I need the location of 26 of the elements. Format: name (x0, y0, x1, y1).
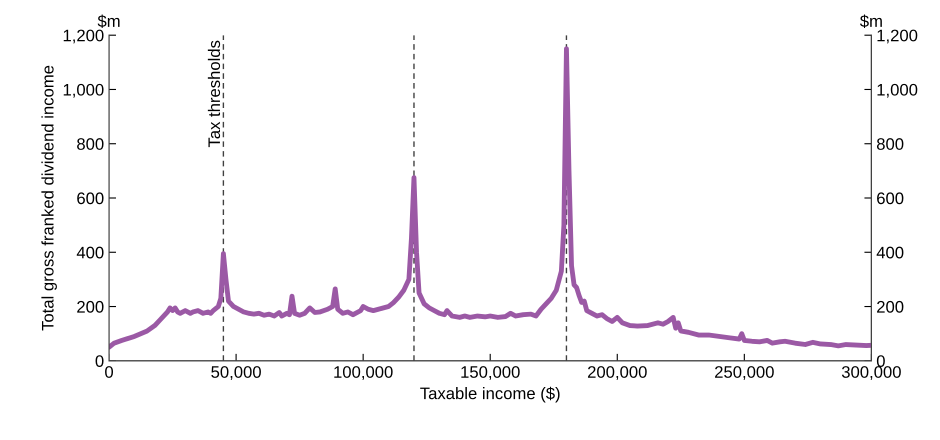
text: $m (98, 14, 120, 28)
y2-tick-label: 1,000 (878, 84, 918, 98)
y2-tick-label: 1,200 (878, 30, 918, 44)
ref-line-label: Tax thresholds (208, 40, 220, 148)
x-tick-label: 250,000 (715, 366, 774, 380)
y-tick-label: 0 (96, 355, 104, 368)
x-tick-label: 100,000 (334, 366, 393, 380)
y-tick-label: 1,000 (64, 84, 104, 98)
x-tick-label: 300,000 (842, 366, 901, 380)
y-tick-label: 400 (76, 246, 104, 258)
y2-tick-label: 400 (876, 246, 904, 258)
y2-tick-label: 600 (877, 192, 904, 204)
x-tick-label: 200,000 (588, 366, 647, 380)
y-tick-label: 200 (77, 300, 104, 313)
y-axis-title: Total gross franked dividend income (41, 66, 57, 331)
y2-axis-title: $m (860, 14, 882, 28)
x-axis-title: Taxable income ($) (420, 386, 560, 403)
y2-tick-label: 0 (876, 355, 885, 368)
x-tick-label: 50,000 (211, 366, 261, 380)
y-tick-label: 600 (77, 192, 104, 204)
y2-tick-label: 800 (876, 138, 904, 150)
y-tick-label: 1,200 (64, 30, 104, 44)
x-tick-label: 0 (105, 366, 114, 378)
y-tick-label: 800 (77, 138, 104, 150)
x-tick-label: 150,000 (461, 366, 520, 380)
y2-tick-label: 200 (877, 300, 904, 313)
